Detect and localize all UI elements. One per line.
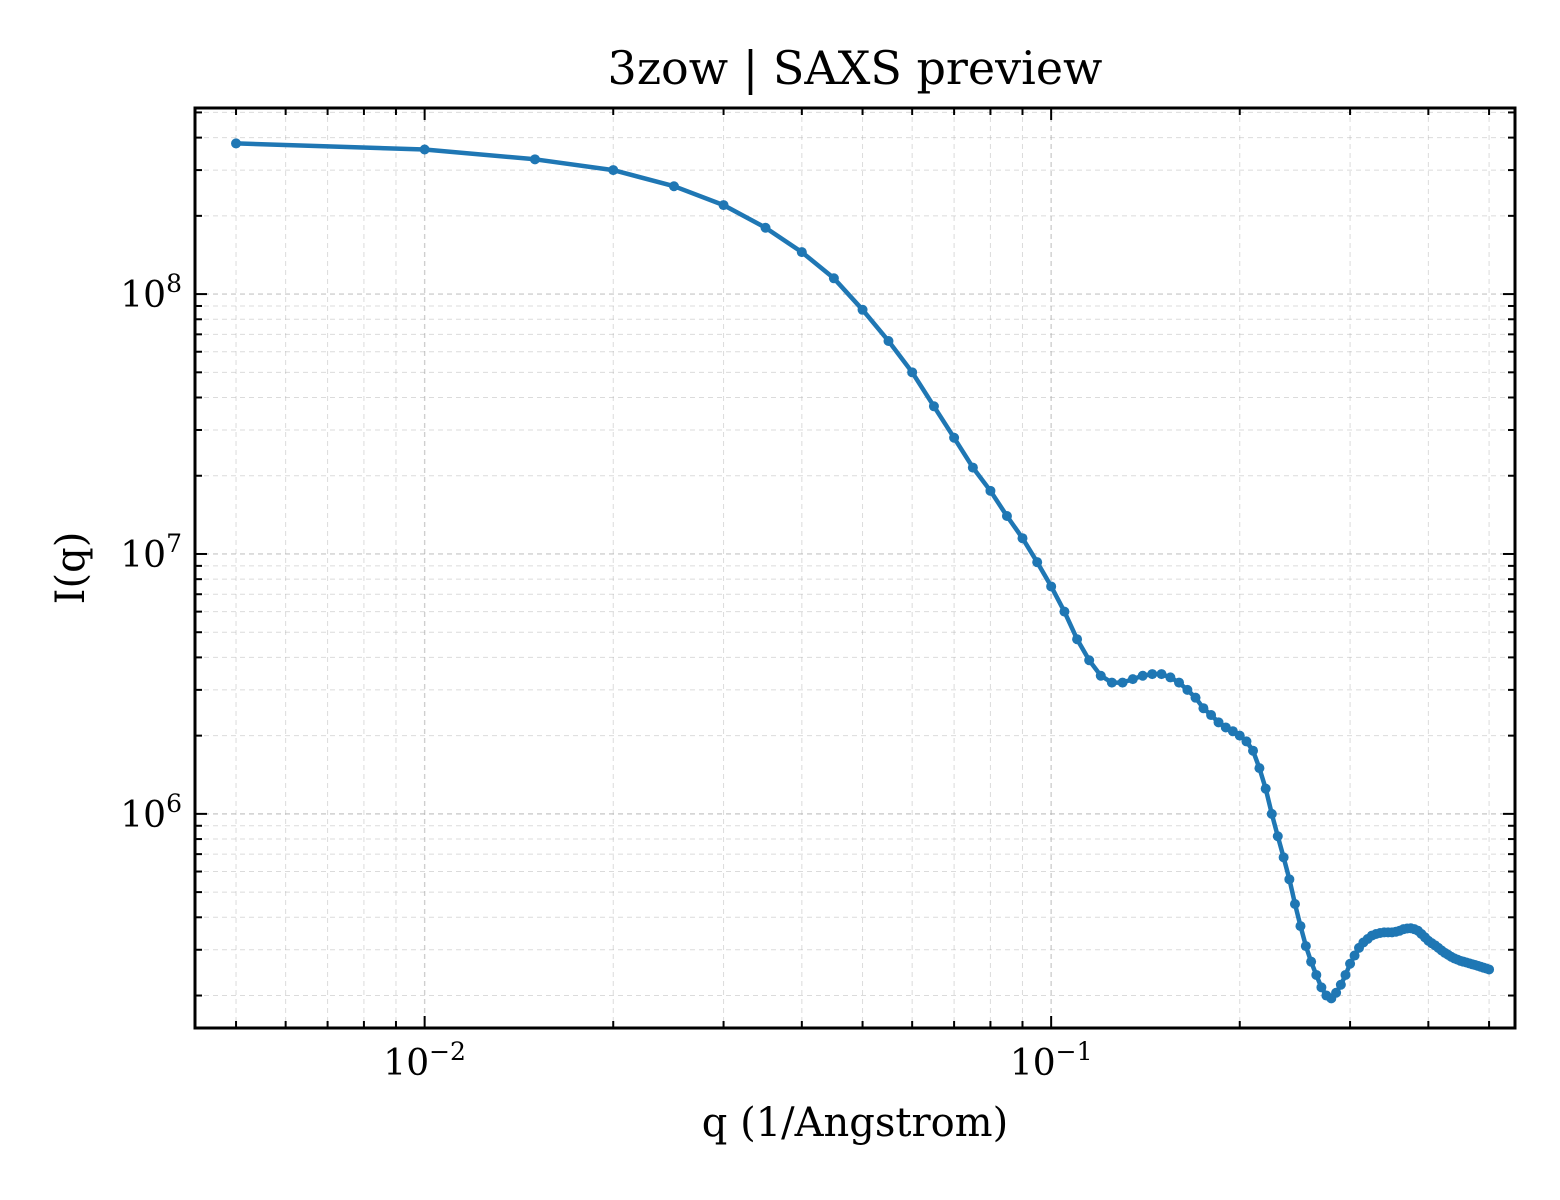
data-point [883,335,894,346]
y-axis-label: I(q) [48,532,94,605]
data-point [1289,898,1300,909]
data-point [1156,669,1167,680]
data-point [1190,692,1201,703]
data-point [760,222,771,233]
data-point [1095,670,1106,681]
data-point [1174,677,1185,688]
data-point [1198,703,1209,714]
data-point [1182,684,1193,695]
plot-frame [193,106,1517,1030]
data-point [1241,736,1252,747]
data-point [928,401,939,412]
data-point [1284,874,1295,885]
data-point [1260,783,1271,794]
tick-labels: 10−2 10−1 106 107 108 [120,269,1092,1084]
data-point [828,273,839,284]
data-point [967,462,978,473]
data-point [1032,557,1043,568]
data-point [1316,982,1327,993]
x-tick-label: 10−1 [1010,1037,1093,1084]
y-tick-label: 106 [120,789,182,836]
data-point [1213,717,1224,728]
data-point [985,485,996,496]
data-point [1349,950,1360,961]
data-point [1127,674,1138,685]
data-point [1106,677,1117,688]
data-point [1266,808,1277,819]
data-point [796,247,807,258]
data-point [1059,606,1070,617]
data-point [1001,511,1012,522]
data-point [529,154,540,165]
data-point [1278,852,1289,863]
data-point [1311,969,1322,980]
data-point [1331,987,1342,998]
data-point [1345,958,1356,969]
data-point [668,181,679,192]
y-tick-label: 107 [120,529,182,576]
data-point [949,432,960,443]
data-point [1137,670,1148,681]
data-point [857,304,868,315]
x-tick-label: 10−2 [383,1037,466,1084]
data-point [1340,969,1351,980]
data-point [907,367,918,378]
data-point [1295,921,1306,932]
data-point [419,144,430,155]
data-point [1206,710,1217,721]
data-point [231,138,242,149]
data-point [1084,655,1095,666]
data-point [1484,964,1495,975]
data-point [608,165,619,176]
data-point [1248,745,1259,756]
data-point [1272,831,1283,842]
grid [195,108,1515,1028]
chart-title: 3zow | SAXS preview [608,41,1103,95]
x-axis-label: q (1/Angstrom) [702,1100,1008,1146]
data-point [1306,956,1317,967]
data-point [718,200,729,211]
data-point [1254,763,1265,774]
data-point [1017,533,1028,544]
data-point [1046,581,1057,592]
series-intensity [231,138,1495,1004]
data-point [1072,634,1083,645]
data-point [1234,730,1245,741]
data-point [1117,677,1128,688]
data-point [1335,979,1346,990]
data-point [1147,669,1158,680]
data-point [1300,941,1311,952]
data-point [1165,672,1176,683]
y-tick-label: 108 [120,269,182,316]
